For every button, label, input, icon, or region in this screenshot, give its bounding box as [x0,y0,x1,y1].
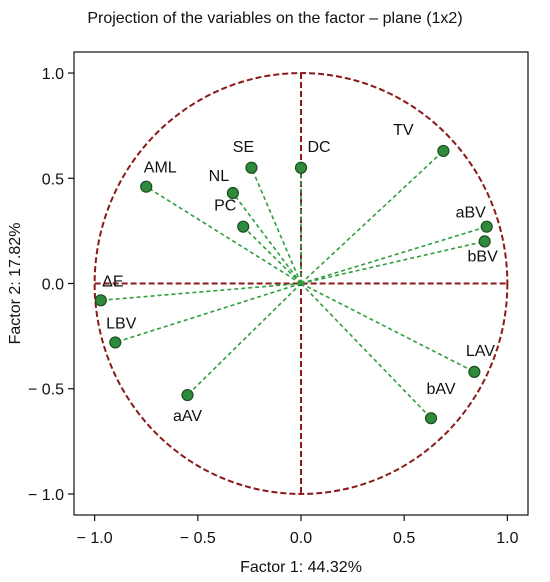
label-e: ΔE [102,273,123,290]
point-lbv [109,336,122,349]
label-bav: bAV [426,381,455,398]
y-tick-label: − 1.0 [28,487,64,504]
label-lav: LAV [466,343,495,360]
point-aav [181,388,194,402]
label-pc: PC [214,198,236,215]
x-axis-label: Factor 1: 44.32% [240,559,362,576]
point-aml [140,180,153,193]
point-abv [480,220,493,233]
vector-tv [300,150,444,285]
label-nl: NL [209,168,230,185]
label-bbv: bBV [468,248,499,265]
vector-lav [300,282,475,373]
label-aml: AML [144,160,177,177]
y-tick-label: 0.5 [42,171,64,188]
vector-aml [145,186,302,285]
label-lbv: LBV [106,315,137,332]
vector-se [250,167,302,284]
variable-points [94,144,493,425]
label-tv: TV [393,122,414,139]
vector-e [100,282,302,302]
label-dc: DC [307,139,330,156]
variable-vectors [100,150,487,419]
point-se [245,161,258,174]
vector-bav [300,282,432,419]
point-bbv [478,235,491,248]
label-abv: aBV [456,205,487,222]
point-e [94,294,107,307]
point-pc [237,220,250,233]
point-tv [437,144,450,158]
label-aav: aAV [173,408,202,425]
y-tick-label: 0.0 [42,277,64,294]
point-dc [294,161,308,174]
vector-bbv [300,240,485,285]
y-tick-label: 1.0 [42,66,64,83]
ticks: − 1.0 − 0.5 0.0 0.5 1.0 − 1.0 − 0.5 0.0 0.5 1.0 [28,66,519,547]
point-bav [424,412,438,425]
vector-aav [186,282,302,396]
y-tick-label: − 0.5 [28,382,64,399]
x-tick-label: − 1.0 [77,530,113,547]
label-se: SE [233,139,254,156]
vector-abv [300,225,487,285]
x-tick-label: 0.5 [393,530,415,547]
variable-labels: SE DC TV AML NL PC aBV bBV ΔE LBV LAV bAV aAV [102,122,498,425]
vector-lbv [115,282,302,344]
point-lav [468,365,481,378]
chart-title: Projection of the variables on the facto… [87,10,463,27]
point-nl [226,186,239,200]
vector-pc [242,226,302,285]
x-tick-label: − 0.5 [180,530,216,547]
x-tick-label: 1.0 [496,530,518,547]
vector-nl [232,192,302,284]
x-tick-label: 0.0 [290,530,312,547]
y-axis-label: Factor 2: 17.82% [7,223,24,345]
